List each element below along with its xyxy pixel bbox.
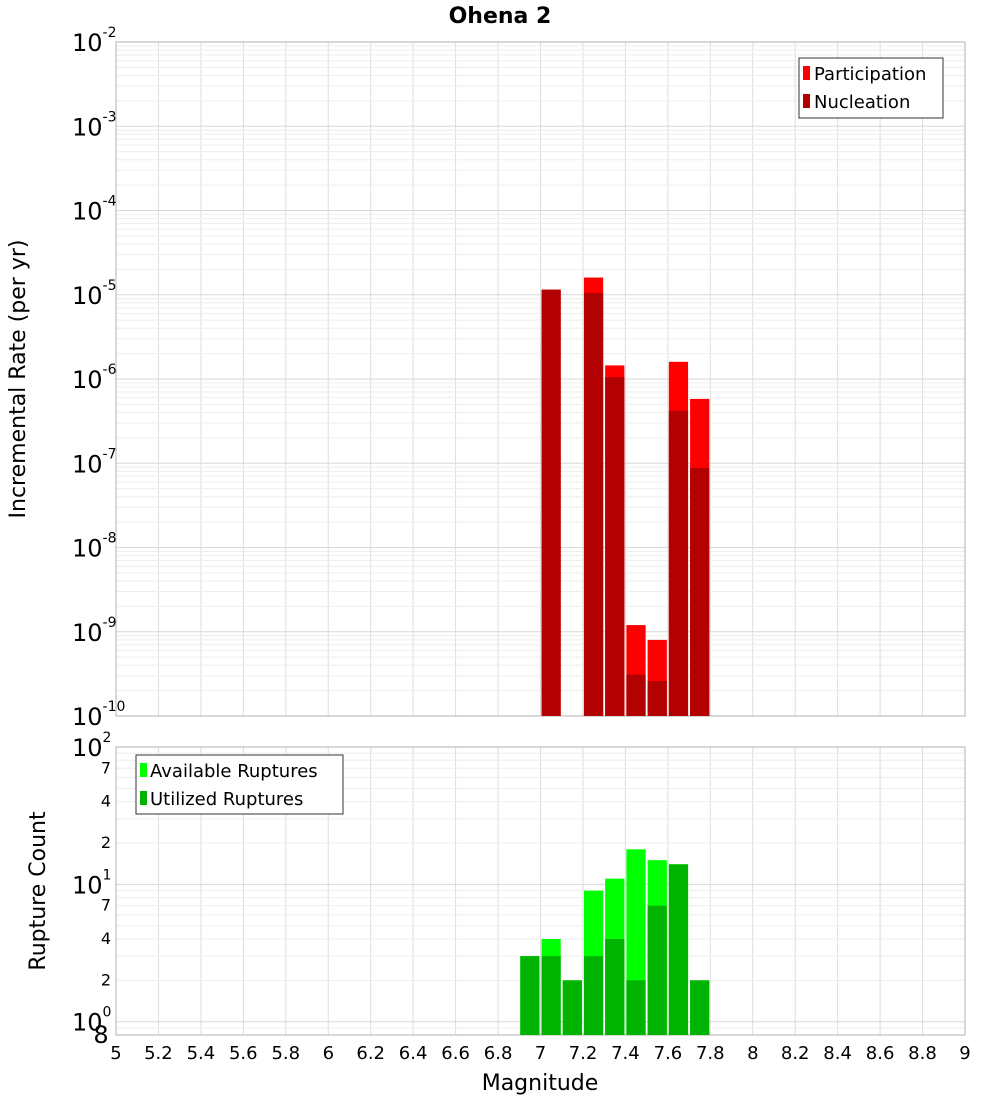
x-tick-label: 8 — [747, 1043, 758, 1064]
y-tick-label: 102 — [72, 730, 111, 762]
x-tick-label: 7.8 — [696, 1043, 725, 1064]
bar-nucleation-bar — [583, 292, 604, 716]
bar-nucleation-bar — [626, 674, 646, 716]
chart-title: Ohena 2 — [449, 4, 552, 29]
top-legend: Participation Nucleation — [798, 57, 944, 119]
y-tick-exponent: 0 — [103, 1005, 112, 1021]
x-ticks: 5 5.2 5.4 5.6 5.8 6 6.2 6.4 6.6 6.8 7 7.2 7.4 7.6 7.8 8… — [110, 1043, 970, 1064]
bar-utilized-ruptures-bar — [541, 956, 561, 1035]
bar-utilized-ruptures-bar — [583, 956, 604, 1035]
y-tick-exponent: -10 — [103, 699, 126, 715]
y-minor-tick-label: 4 — [101, 792, 111, 811]
legend-label-utilized-ruptures: Utilized Ruptures — [150, 789, 303, 810]
x-tick-label: 7.2 — [569, 1043, 598, 1064]
y-tick-exponent: -3 — [103, 109, 117, 125]
bar-utilized-ruptures-bar — [626, 980, 646, 1035]
top-grid — [115, 42, 966, 717]
x-tick-label: 5.6 — [229, 1043, 258, 1064]
legend-swatch-participation — [803, 66, 810, 80]
y-minor-tick-label: 7 — [101, 896, 111, 915]
y-tick-label: 101 — [72, 867, 111, 899]
legend-swatch-utilized-ruptures — [140, 791, 147, 805]
y-tick-exponent: 2 — [103, 730, 112, 746]
bar-nucleation-bar — [690, 467, 710, 716]
x-tick-label: 6.4 — [399, 1043, 428, 1064]
x-tick-label: 5.8 — [271, 1043, 300, 1064]
bar-nucleation-bar — [605, 377, 625, 716]
y-tick-exponent: -5 — [103, 278, 117, 294]
bar-nucleation-bar — [668, 410, 689, 716]
bar-nucleation-bar — [541, 289, 561, 716]
y-tick-exponent: -6 — [103, 362, 117, 378]
bar-utilized-ruptures-bar — [690, 980, 710, 1035]
y-tick-exponent: -8 — [103, 531, 117, 547]
x-tick-label: 8.4 — [823, 1043, 852, 1064]
y-tick-label: 10-5 — [72, 278, 117, 310]
top-legend-box — [798, 57, 944, 119]
x-tick-label: 9 — [959, 1043, 970, 1064]
x-tick-label: 7.4 — [611, 1043, 640, 1064]
x-tick-label: 7 — [535, 1043, 546, 1064]
y-minor-tick-label: 4 — [101, 929, 111, 948]
y-tick-label: 10-3 — [72, 109, 117, 141]
x-tick-label: 6.8 — [484, 1043, 513, 1064]
y-tick-label: 10-7 — [72, 446, 117, 478]
x-axis-label: Magnitude — [482, 1071, 599, 1096]
legend-label-nucleation: Nucleation — [814, 92, 910, 113]
y-tick-exponent: 1 — [103, 867, 112, 883]
y-tick-label: 10-2 — [72, 25, 117, 57]
y-minor-tick-label: 8 — [93, 1021, 108, 1049]
top-bars — [541, 277, 710, 716]
x-tick-label: 7.6 — [654, 1043, 683, 1064]
y-tick-label: 10-6 — [72, 362, 117, 394]
bar-utilized-ruptures-bar — [605, 939, 625, 1035]
y-minor-tick-label: 2 — [101, 970, 111, 989]
legend-swatch-available-ruptures — [140, 763, 147, 777]
y-tick-label: 10-9 — [72, 615, 117, 647]
x-tick-label: 6 — [323, 1043, 334, 1064]
x-tick-label: 8.6 — [866, 1043, 895, 1064]
y-tick-exponent: -7 — [103, 446, 117, 462]
top-y-ticks: 10-10 10-9 10-8 10-7 10-6 10-5 10-4 10-3 10-2 — [72, 25, 125, 731]
top-plot: 10-10 10-9 10-8 10-7 10-6 10-5 10-4 10-3 10-2 In… — [6, 25, 966, 731]
x-tick-label: 5 — [110, 1043, 121, 1064]
bottom-legend: Available Ruptures Utilized Ruptures — [135, 754, 344, 815]
x-tick-label: 8.2 — [781, 1043, 810, 1064]
y-tick-exponent: -4 — [103, 194, 117, 210]
bottom-plot-frame — [115, 746, 966, 1036]
bar-nucleation-bar — [647, 681, 667, 716]
x-tick-label: 6.2 — [356, 1043, 385, 1064]
top-plot-frame — [115, 41, 966, 717]
x-tick-label: 5.2 — [144, 1043, 173, 1064]
legend-swatch-nucleation — [803, 94, 810, 108]
bottom-bars — [520, 849, 710, 1035]
legend-label-participation: Participation — [814, 64, 926, 85]
bar-utilized-ruptures-bar — [647, 905, 667, 1035]
y-minor-tick-label: 2 — [101, 833, 111, 852]
y-tick-exponent: -9 — [103, 615, 117, 631]
y-tick-label: 10-8 — [72, 531, 117, 563]
legend-label-available-ruptures: Available Ruptures — [150, 761, 318, 782]
bottom-legend-box — [135, 754, 344, 815]
bottom-y-axis-label: Rupture Count — [26, 811, 51, 971]
top-y-axis-label: Incremental Rate (per yr) — [6, 240, 31, 519]
y-minor-tick-label: 7 — [101, 758, 111, 777]
bar-utilized-ruptures-bar — [520, 956, 540, 1035]
y-tick-label: 10-10 — [72, 699, 125, 731]
x-tick-label: 8.8 — [908, 1043, 937, 1064]
y-tick-exponent: -2 — [103, 25, 117, 41]
bar-utilized-ruptures-bar — [562, 980, 582, 1035]
x-tick-label: 5.4 — [187, 1043, 216, 1064]
x-tick-label: 6.6 — [441, 1043, 470, 1064]
y-tick-label: 10-4 — [72, 194, 117, 226]
bar-utilized-ruptures-bar — [668, 864, 689, 1035]
